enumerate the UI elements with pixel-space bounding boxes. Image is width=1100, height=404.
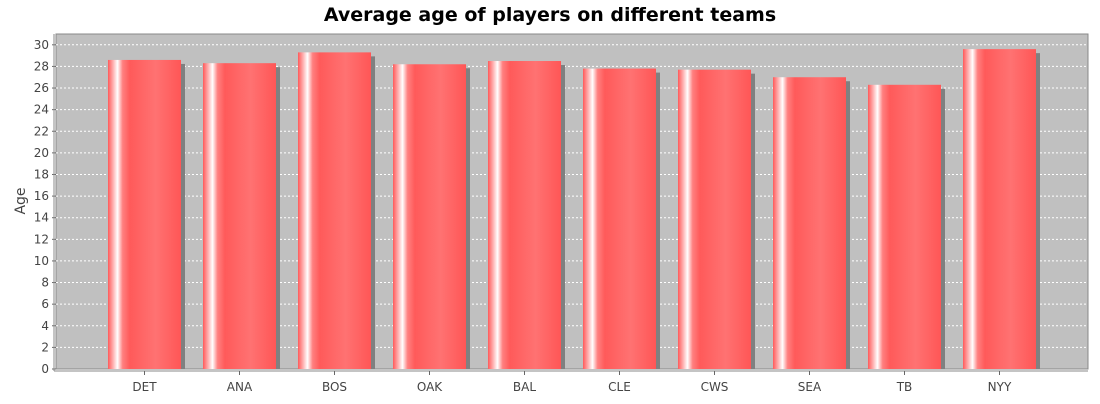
- x-tick-label: SEA: [798, 380, 822, 394]
- x-tick-label: NYY: [988, 380, 1012, 394]
- y-tick-label: 16: [34, 189, 49, 203]
- y-tick-label: 8: [41, 276, 49, 290]
- y-tick-label: 20: [34, 146, 49, 160]
- bar-sea: [773, 77, 846, 370]
- bar-nyy: [963, 49, 1036, 370]
- y-tick-label: 4: [41, 319, 49, 333]
- y-tick-label: 26: [34, 81, 49, 95]
- y-tick-label: 28: [34, 59, 49, 73]
- y-tick-label: 0: [41, 362, 49, 376]
- bar-cle: [583, 68, 656, 370]
- bar-bos: [298, 52, 371, 369]
- x-tick-label: BOS: [322, 380, 347, 394]
- y-tick-label: 18: [34, 167, 49, 181]
- bars: [108, 49, 1040, 370]
- bar-tb: [868, 84, 941, 370]
- y-tick-label: 30: [34, 38, 49, 52]
- y-tick-label: 6: [41, 297, 49, 311]
- x-tick-label: CWS: [701, 380, 729, 394]
- bar-det: [108, 59, 181, 369]
- bar-ana: [203, 63, 276, 369]
- y-tick-label: 22: [34, 124, 49, 138]
- x-tick-label: CLE: [608, 380, 631, 394]
- x-tick-label: ANA: [227, 380, 253, 394]
- y-axis-label: Age: [13, 187, 29, 214]
- y-tick-label: 10: [34, 254, 49, 268]
- y-tick-label: 2: [41, 340, 49, 354]
- x-tick-label: TB: [896, 380, 913, 394]
- chart-title: Average age of players on different team…: [324, 4, 776, 26]
- y-tick-label: 24: [34, 103, 49, 117]
- bar-bal: [488, 61, 561, 370]
- x-tick-label: BAL: [513, 380, 536, 394]
- y-tick-label: 14: [34, 211, 49, 225]
- y-tick-label: 12: [34, 232, 49, 246]
- bar-cws: [678, 69, 751, 370]
- bar-oak: [393, 64, 466, 370]
- x-tick-label: DET: [132, 380, 157, 394]
- x-tick-label: OAK: [417, 380, 443, 394]
